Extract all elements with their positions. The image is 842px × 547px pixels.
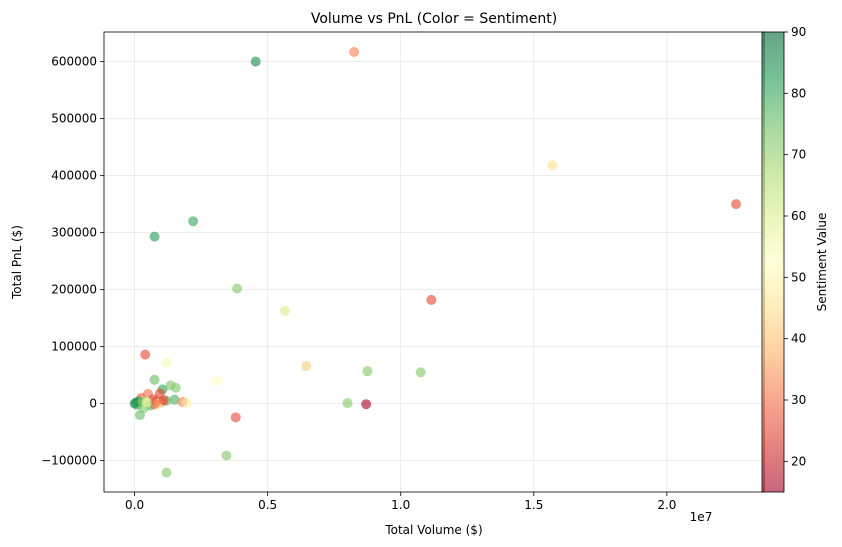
data-point: [349, 46, 360, 57]
data-point: [212, 375, 223, 386]
colorbar-tick-label: 40: [791, 332, 806, 346]
data-point: [161, 357, 172, 368]
data-point: [426, 294, 437, 305]
data-point: [134, 410, 145, 421]
data-point: [140, 349, 151, 360]
data-point: [141, 397, 152, 408]
data-point: [547, 160, 558, 171]
data-point: [301, 361, 312, 372]
data-point: [169, 394, 180, 405]
x-tick-label: 1.0: [391, 498, 410, 512]
data-point: [279, 305, 290, 316]
grid-lines: [104, 32, 764, 492]
y-axis-label: Total PnL ($): [10, 225, 24, 300]
data-point: [221, 450, 232, 461]
data-point: [161, 467, 172, 478]
data-point: [170, 382, 181, 393]
data-point: [188, 216, 199, 227]
plot-area-frame: [103, 31, 765, 493]
x-axis-offset-label: 1e7: [690, 510, 713, 524]
data-point: [181, 398, 192, 409]
chart-title: Volume vs PnL (Color = Sentiment): [311, 11, 557, 27]
data-point: [149, 399, 160, 410]
data-point: [230, 412, 241, 423]
colorbar-tick-label: 50: [791, 270, 806, 284]
colorbar-tick-label: 90: [791, 25, 806, 39]
y-tick-label: 100000: [51, 340, 97, 354]
colorbar: [761, 31, 785, 493]
y-tick-label: 300000: [51, 226, 97, 240]
x-tick-label: 2.0: [657, 498, 676, 512]
data-point: [149, 374, 160, 385]
data-point: [415, 367, 426, 378]
data-point: [232, 283, 243, 294]
data-point: [731, 199, 742, 210]
colorbar-axis: 20 30 40 50 60 70 80 90: [784, 25, 806, 468]
x-axis: 0.0 0.5 1.0 1.5 2.0: [125, 492, 676, 512]
data-point: [250, 56, 261, 67]
y-tick-label: 500000: [51, 112, 97, 126]
data-point: [342, 398, 353, 409]
y-tick-label: 200000: [51, 283, 97, 297]
colorbar-tick-label: 20: [791, 454, 806, 468]
colorbar-tick-label: 80: [791, 86, 806, 100]
data-point: [149, 231, 160, 242]
x-tick-label: 1.5: [524, 498, 543, 512]
data-point: [362, 366, 373, 377]
y-axis: −100000 0 100000 200000 300000 400000 500000 60…: [41, 55, 104, 468]
colorbar-tick-label: 60: [791, 209, 806, 223]
data-point: [158, 395, 169, 406]
colorbar-label: Sentiment Value: [815, 213, 829, 312]
data-points: [129, 46, 742, 478]
y-tick-label: 600000: [51, 55, 97, 69]
y-tick-label: −100000: [41, 454, 97, 468]
colorbar-tick-label: 30: [791, 393, 806, 407]
x-tick-label: 0.5: [258, 498, 277, 512]
x-tick-label: 0.0: [125, 498, 144, 512]
x-axis-label: Total Volume ($): [384, 523, 482, 537]
y-tick-label: 400000: [51, 169, 97, 183]
y-tick-label: 0: [89, 397, 97, 411]
data-point: [361, 399, 372, 410]
colorbar-tick-label: 70: [791, 148, 806, 162]
